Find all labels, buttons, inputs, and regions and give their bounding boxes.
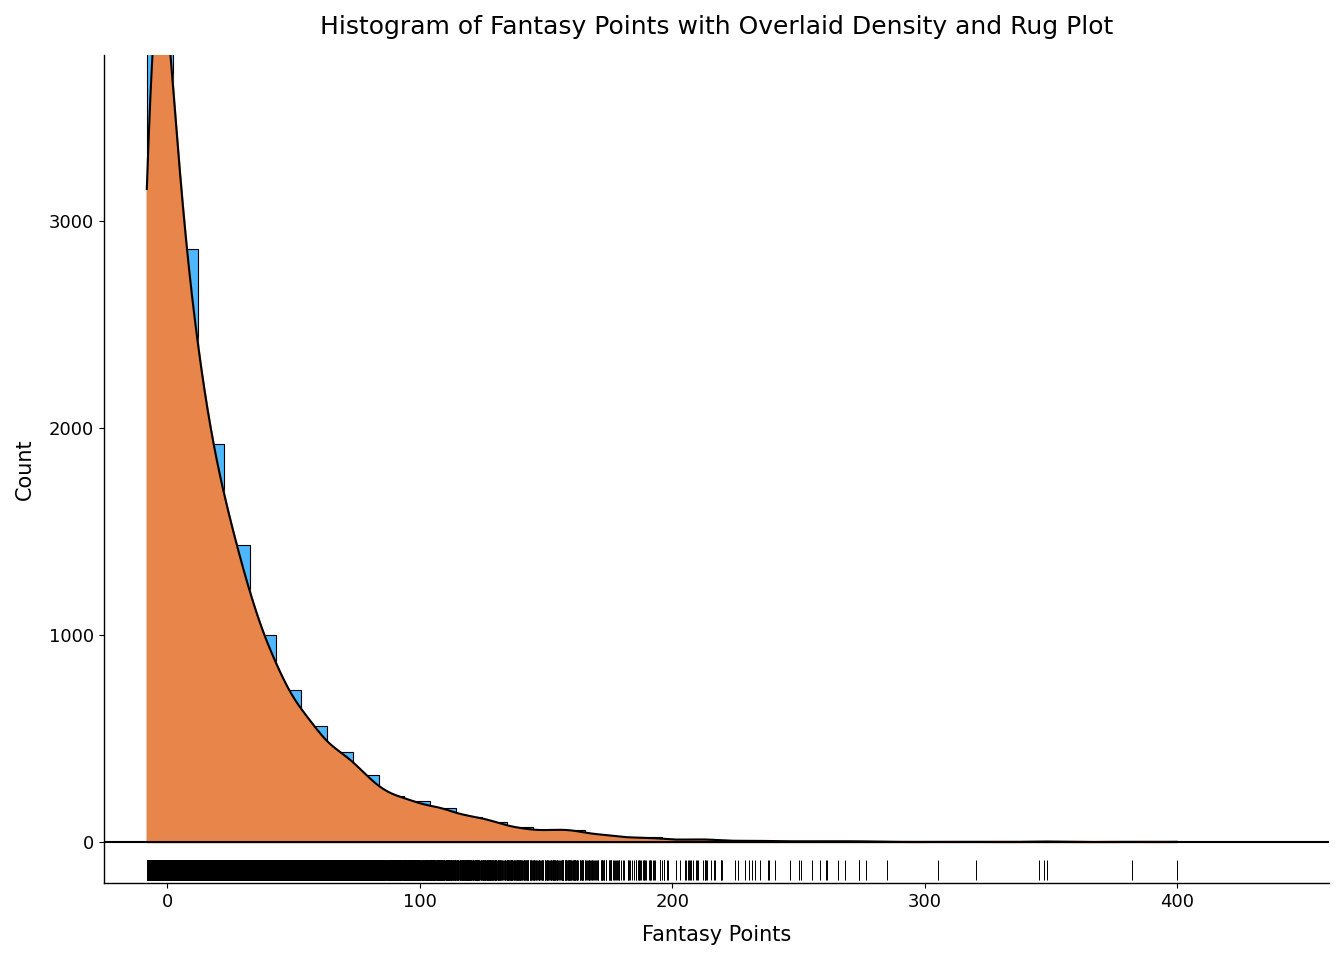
Bar <box>276 690 301 842</box>
Bar <box>714 841 739 842</box>
Bar <box>559 830 585 842</box>
Bar <box>585 834 610 842</box>
Title: Histogram of Fantasy Points with Overlaid Density and Rug Plot: Histogram of Fantasy Points with Overlai… <box>320 15 1113 39</box>
Bar <box>636 837 661 842</box>
Y-axis label: Count: Count <box>15 439 35 500</box>
Bar <box>507 828 534 842</box>
Bar <box>456 817 481 842</box>
Bar <box>430 808 456 842</box>
Bar <box>661 840 688 842</box>
Bar <box>224 545 250 842</box>
Bar <box>379 796 405 842</box>
Bar <box>327 752 353 842</box>
Bar <box>172 250 199 842</box>
Bar <box>146 0 172 842</box>
Bar <box>199 444 224 842</box>
Bar <box>481 822 507 842</box>
Bar <box>405 802 430 842</box>
X-axis label: Fantasy Points: Fantasy Points <box>642 925 792 945</box>
Bar <box>534 830 559 842</box>
Bar <box>301 726 327 842</box>
Bar <box>739 841 765 842</box>
Bar <box>688 839 714 842</box>
Bar <box>353 775 379 842</box>
Bar <box>250 635 276 842</box>
Bar <box>610 838 636 842</box>
